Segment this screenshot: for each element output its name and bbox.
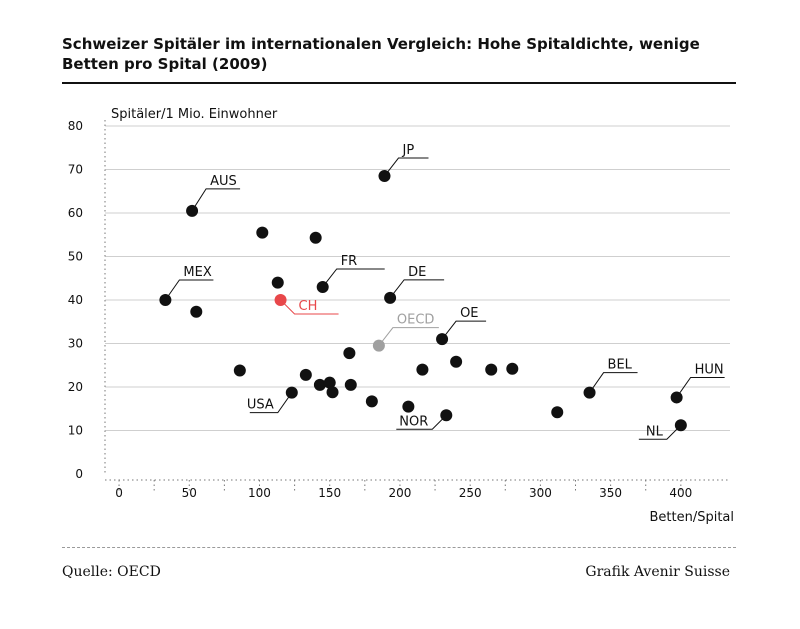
point-label: NOR [399,414,428,429]
label-leader [164,279,214,301]
point-label: OE [460,306,478,321]
chart-title: Schweizer Spitäler im internationalen Ve… [62,35,700,73]
point-label: BEL [608,358,633,373]
data-point [344,378,357,391]
x-tick-label: 200 [388,486,411,500]
label-leader [191,188,241,212]
grid-lines [105,125,730,431]
x-tick-label: 400 [669,486,692,500]
x-tick-label: 50 [182,486,197,500]
data-point [313,378,326,391]
label-leader [441,320,487,340]
axes: 0 10 20 30 40 50 60 70 80 0 50 100 150 200 250 300 350 40… [68,119,730,500]
data-point-hun [670,391,683,404]
y-tick-label: 50 [68,250,83,264]
data-point-mex [159,294,172,306]
data-point [309,231,322,244]
data-point-nl [674,419,687,432]
data-point [256,226,269,239]
label-leader [389,279,445,299]
data-point-fr [316,280,329,293]
data-point [402,400,415,413]
data-point [450,355,463,368]
data-point [343,347,356,360]
x-tick-label: 300 [529,486,552,500]
y-tick-label: 40 [68,293,83,307]
x-tick-label: 100 [248,486,271,500]
data-point [190,305,203,318]
y-tick-label: 60 [68,206,83,220]
label-leader [589,372,638,393]
data-point-de [384,291,397,304]
data-point-jp [378,170,391,183]
y-tick-label: 10 [68,424,83,438]
point-label: HUN [695,362,724,377]
data-point [485,363,498,376]
x-tick-label: 0 [115,486,123,500]
label-leader [322,268,385,288]
x-tick-label: 150 [318,486,341,500]
title-divider [62,82,736,84]
data-point [506,362,519,375]
data-point [326,386,339,399]
data-point-bel [583,386,596,399]
y-tick-label: 70 [68,163,83,177]
label-leader [249,392,293,414]
point-label: USA [247,398,274,413]
data-point-oe [436,333,449,346]
label-leader [676,376,725,398]
point-label: AUS [210,174,237,189]
point-label: MEX [183,265,211,280]
data-point-oecd [372,339,385,352]
y-tick-label: 30 [68,337,83,351]
x-tick-label: 250 [459,486,482,500]
data-point-usa [285,386,298,399]
x-axis-label: Betten/Spital [649,510,734,525]
point-labels: JP AUS FR DE MEX CH OE OECD USA BEL HUN NOR NL [164,143,725,440]
data-point [299,368,312,381]
y-axis-label: Spitäler/1 Mio. Einwohner [111,107,278,122]
data-point [365,395,378,408]
data-point [271,276,284,289]
point-label: JP [401,143,414,158]
data-point-ch [274,294,287,306]
x-tick-label: 350 [599,486,622,500]
label-leader [638,424,682,440]
label-leader [280,299,339,315]
data-point [233,364,246,377]
point-label: OECD [397,313,435,328]
point-label: FR [341,254,358,269]
label-leader [378,327,439,346]
data-point [323,376,336,389]
label-leader [384,157,429,177]
data-point [551,406,564,419]
point-label: CH [299,299,318,314]
footer-divider [62,547,736,548]
credit-note: Grafik Avenir Suisse [585,564,730,580]
y-tick-label: 20 [68,380,83,394]
data-point-aus [186,204,199,217]
data-point [416,363,429,376]
point-label: NL [646,424,664,439]
y-tick-label: 0 [75,467,83,481]
y-tick-label: 80 [68,119,83,133]
point-label: DE [408,265,426,280]
data-point-nor [440,409,453,422]
source-note: Quelle: OECD [62,564,161,580]
label-leader [396,414,447,430]
data-points [159,170,687,432]
